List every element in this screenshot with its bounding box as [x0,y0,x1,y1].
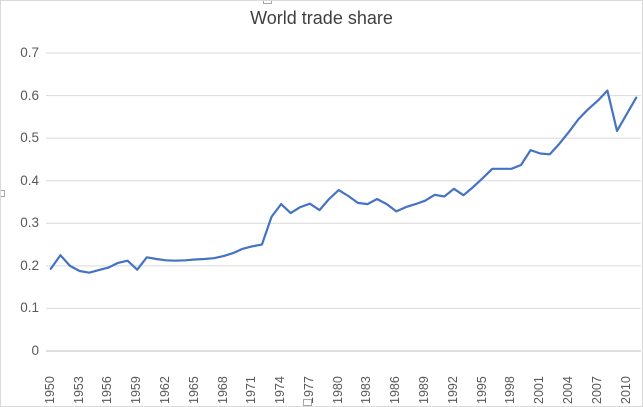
x-tick-label: 1971 [244,376,259,404]
x-tick-label: 1977 [301,376,316,404]
y-tick-label: 0.1 [20,300,39,316]
x-tick-label: 1950 [42,376,57,404]
x-tick-label: 1998 [503,376,518,404]
chart-title: World trade share [250,8,393,28]
x-tick-label: 1989 [417,376,432,404]
resize-handle-top[interactable] [263,1,272,4]
x-tick-label: 1974 [273,376,288,404]
y-tick-label: 0.5 [20,130,39,146]
y-tick-label: 0.4 [20,172,39,188]
y-tick-label: 0.3 [20,215,39,231]
trade-share-line [49,89,638,274]
x-tick-label: 1980 [330,376,345,404]
x-tick-label: 1959 [129,376,144,404]
x-tick-label: 2004 [561,376,576,404]
x-tick-label: 2010 [618,376,633,404]
x-tick-label: 1956 [100,376,115,404]
y-tick-label: 0 [31,343,39,358]
x-tick-label: 2007 [589,376,604,404]
x-tick-label: 1983 [359,376,374,404]
x-tick-label: 1953 [71,376,86,404]
resize-handle-left[interactable] [1,190,5,197]
x-tick-label: 1965 [186,376,201,404]
x-tick-label: 1992 [445,376,460,404]
y-tick-label: 0.2 [20,257,39,273]
x-tick-label: 1968 [215,376,230,404]
x-tick-label: 1962 [157,376,172,404]
y-tick-label: 0.6 [20,87,39,103]
y-tick-label: 0.7 [20,45,39,60]
resize-handle-bottom[interactable] [303,399,312,406]
x-tick-label: 1995 [474,376,489,404]
x-tick-label: 1986 [388,376,403,404]
x-tick-label: 2001 [532,376,547,404]
